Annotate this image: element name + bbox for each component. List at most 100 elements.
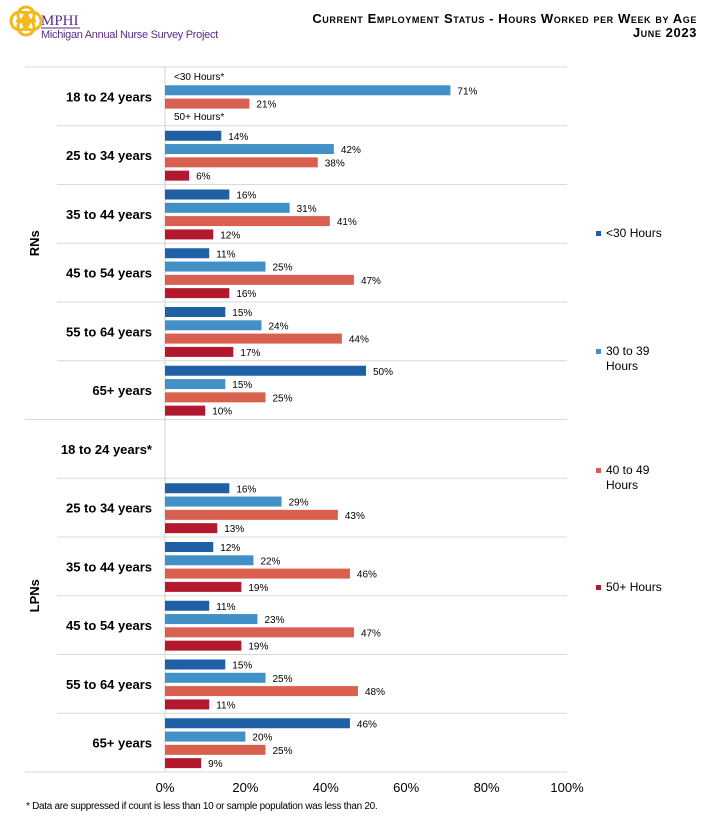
bar-50-hours [165,640,242,651]
data-label: 47% [361,276,381,287]
x-tick-label: 20% [232,780,258,795]
bar-50-hours [165,581,242,592]
bar-40-to-49-hours [165,568,350,579]
data-label: 23% [264,615,284,626]
suppressed-note: <30 Hours* [174,72,224,83]
bar--30-hours [165,542,214,552]
data-label: 43% [345,511,365,522]
bar--30-hours [165,365,366,376]
bar--30-hours [165,718,350,729]
bar-40-to-49-hours [165,744,266,755]
data-label: 14% [228,132,248,143]
data-label: 48% [365,687,385,698]
bar-30-to-39-hours [165,144,334,155]
category-label: 45 to 54 years [66,266,152,281]
bar--30-hours [165,483,230,494]
group-label-rns: RNs [27,230,42,256]
x-tick-label: 80% [474,780,500,795]
bar-40-to-49-hours [165,509,338,520]
chart-subtitle: June 2023 [632,25,697,40]
data-label: 25% [273,263,293,274]
data-label: 15% [232,380,252,391]
data-label: 15% [232,308,252,319]
category-label: 55 to 64 years [66,324,152,339]
data-label: 11% [216,602,235,613]
data-label: 31% [297,204,317,215]
legend-label: 30 to 39 Hours [606,344,650,373]
data-label: 16% [236,484,256,495]
bar-30-to-39-hours [165,555,254,566]
bar-30-to-39-hours [165,202,290,213]
bar-30-to-39-hours [165,614,258,625]
data-label: 44% [349,335,369,346]
bar-50-hours [165,170,190,181]
bar-40-to-49-hours [165,157,318,168]
legend-swatch [596,585,601,590]
legend-label: 50+ Hours [606,580,662,594]
category-label: 35 to 44 years [66,559,152,574]
data-label: 25% [273,674,293,685]
bar--30-hours [165,189,230,200]
data-label: 24% [268,321,288,332]
bar--30-hours [165,248,210,259]
mphi-logo: MPHI [9,5,80,37]
bar-50-hours [165,346,234,357]
data-label: 42% [341,145,361,156]
bar-30-to-39-hours [165,85,451,96]
data-label: 71% [457,86,477,97]
data-label: 25% [273,393,293,404]
x-tick-label: 60% [393,780,419,795]
data-label: 19% [248,642,268,653]
data-label: 46% [357,719,377,730]
bar-30-to-39-hours [165,496,282,507]
data-label: 25% [273,746,293,757]
bar-40-to-49-hours [165,627,354,638]
group-label-lpns: LPNs [27,579,42,612]
data-label: 17% [240,348,260,359]
bar-40-to-49-hours [165,274,354,285]
data-label: 6% [196,172,211,183]
bar-50-hours [165,523,218,534]
data-label: 16% [236,289,256,300]
category-label: 35 to 44 years [66,207,152,222]
data-label: 10% [212,407,232,418]
bar-50-hours [165,288,230,299]
data-label: 38% [325,158,345,169]
bar-40-to-49-hours [165,686,358,697]
data-label: 12% [220,543,240,554]
category-label: 55 to 64 years [66,677,152,692]
data-label: 11% [216,700,235,711]
bar-50-hours [165,405,206,416]
x-tick-label: 100% [550,780,584,795]
legend-swatch [596,349,601,354]
data-label: 46% [357,570,377,581]
bar-30-to-39-hours [165,320,262,331]
project-name: Michigan Annual Nurse Survey Project [41,29,218,41]
bar-40-to-49-hours [165,98,250,109]
data-label: 13% [224,524,244,535]
data-label: 50% [373,367,393,378]
category-label: 65+ years [92,383,152,398]
data-label: 11% [216,249,235,260]
bar-50-hours [165,758,202,769]
bar--30-hours [165,130,222,141]
bar-30-to-39-hours [165,261,266,272]
logo-text: MPHI [41,13,79,29]
category-label: 25 to 34 years [66,501,152,516]
category-label: 45 to 54 years [66,618,152,633]
legend-label: <30 Hours [606,226,662,240]
category-label: 25 to 34 years [66,148,152,163]
bar--30-hours [165,600,210,611]
bar-50-hours [165,699,210,710]
data-label: 19% [248,583,268,594]
bar-40-to-49-hours [165,216,330,227]
category-label: 65+ years [92,736,152,751]
bar-30-to-39-hours [165,672,266,683]
bar--30-hours [165,659,226,670]
bar-40-to-49-hours [165,333,342,344]
x-tick-label: 40% [313,780,339,795]
data-label: 20% [252,733,272,744]
bar-40-to-49-hours [165,392,266,403]
